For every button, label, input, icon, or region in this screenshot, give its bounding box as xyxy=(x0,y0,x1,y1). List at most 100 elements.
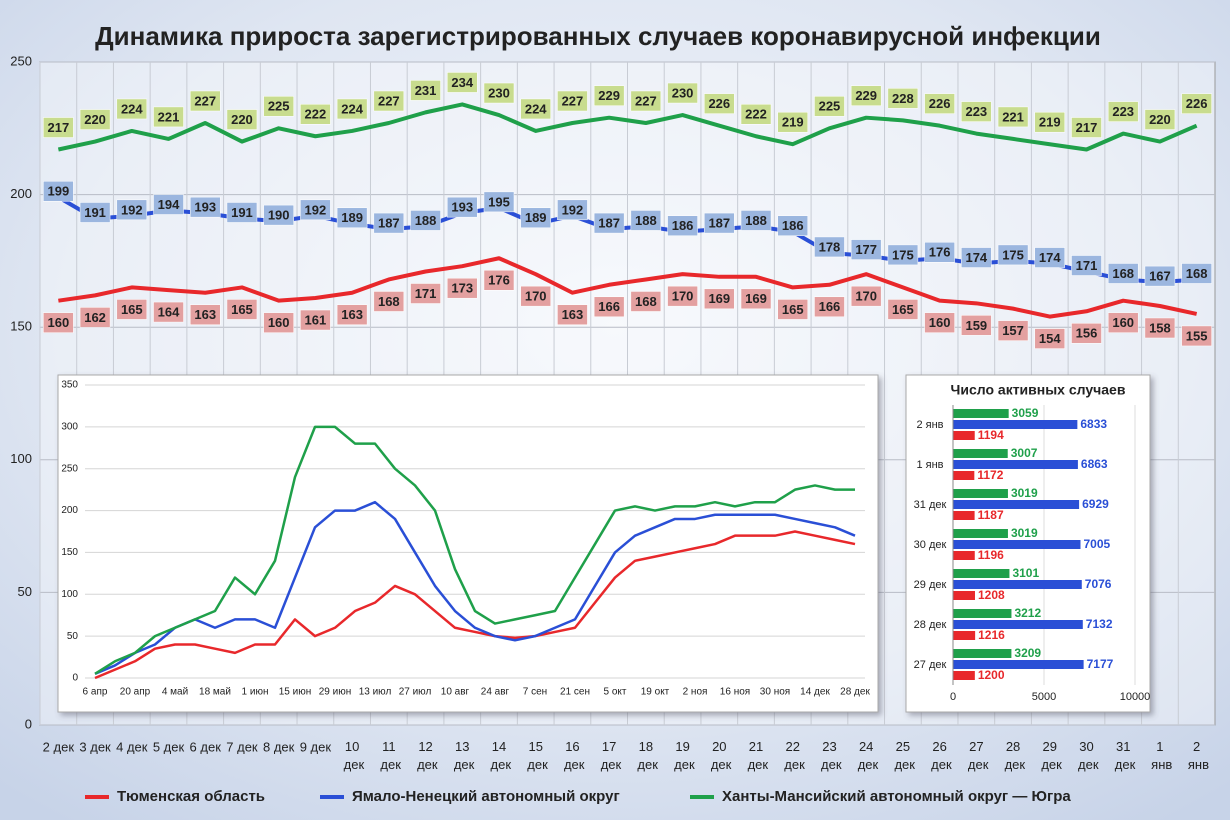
x-tick-label: 28 дек xyxy=(840,687,870,698)
data-label: 165 xyxy=(121,302,143,317)
bar xyxy=(953,460,1078,469)
data-label-bg xyxy=(116,98,148,120)
x-tick-label: 25 дек xyxy=(891,739,915,772)
data-label: 3019 xyxy=(1011,526,1038,540)
data-label: 6863 xyxy=(1081,457,1108,471)
y-tick-label: 29 дек xyxy=(914,579,947,591)
data-label-bg xyxy=(1071,323,1102,344)
data-label: 170 xyxy=(672,289,694,304)
x-tick-label: 30 ноя xyxy=(760,687,790,698)
x-tick-label: 18 май xyxy=(199,687,231,698)
data-label-bg xyxy=(887,244,919,266)
data-label: 227 xyxy=(194,93,216,108)
data-label: 1208 xyxy=(978,588,1005,602)
data-label-bg xyxy=(1107,312,1139,333)
data-label-bg xyxy=(116,299,148,320)
data-label-bg xyxy=(1071,117,1102,138)
data-label-bg xyxy=(924,93,955,114)
data-label-bg xyxy=(557,199,588,221)
data-label-bg xyxy=(814,236,845,258)
data-label-bg xyxy=(997,244,1029,266)
data-label-bg xyxy=(924,312,955,333)
data-label: 176 xyxy=(488,273,510,288)
data-label: 220 xyxy=(231,112,253,127)
data-label-bg xyxy=(263,204,294,226)
x-tick-label: 6 дек xyxy=(190,739,222,754)
data-label: 195 xyxy=(488,194,510,209)
y-tick-label: 200 xyxy=(10,186,32,201)
x-tick-label: 5 дек xyxy=(153,739,185,754)
bar xyxy=(953,569,1010,578)
bar xyxy=(953,409,1009,418)
data-label: 217 xyxy=(48,120,70,135)
data-label-bg xyxy=(447,277,478,299)
y-tick-label: 350 xyxy=(61,380,78,391)
x-tick-label: 10000 xyxy=(1120,691,1151,703)
x-tick-label: 5000 xyxy=(1032,691,1056,703)
data-label-bg xyxy=(740,288,772,310)
x-tick-label: 17 дек xyxy=(597,739,621,772)
data-label-bg xyxy=(1107,263,1139,284)
data-label-bg xyxy=(667,215,698,236)
data-label-bg xyxy=(43,312,74,333)
data-label-bg xyxy=(777,299,808,320)
data-label: 219 xyxy=(1039,115,1061,130)
data-label-bg xyxy=(557,90,588,112)
data-label: 163 xyxy=(562,307,584,322)
data-label: 6929 xyxy=(1082,497,1109,511)
data-label: 1216 xyxy=(978,628,1005,642)
data-label: 157 xyxy=(1002,323,1024,338)
x-tick-label: 2 дек xyxy=(43,739,75,754)
legend-label: Ямало-Ненецкий автономный округ xyxy=(352,788,620,805)
x-tick-label: 11 дек xyxy=(377,739,401,772)
data-label: 160 xyxy=(1112,315,1134,330)
data-label-bg xyxy=(1034,247,1066,268)
data-label-bg xyxy=(226,299,258,320)
data-label: 1194 xyxy=(978,428,1004,442)
data-label: 160 xyxy=(48,315,70,330)
data-label: 189 xyxy=(341,210,363,225)
x-tick-label: 24 дек xyxy=(854,739,878,772)
x-tick-label: 27 июл xyxy=(399,687,432,698)
data-label: 223 xyxy=(1112,104,1134,119)
x-tick-label: 19 окт xyxy=(641,687,670,698)
data-label-bg xyxy=(667,82,698,104)
series-line xyxy=(94,530,856,680)
bar xyxy=(953,649,1012,658)
data-label: 191 xyxy=(84,205,106,220)
data-label: 167 xyxy=(1149,269,1171,284)
data-label-bg xyxy=(704,93,735,114)
x-tick-label: 8 дек xyxy=(263,739,295,754)
data-label: 187 xyxy=(708,216,730,231)
data-label: 227 xyxy=(378,93,400,108)
data-label: 168 xyxy=(1186,266,1208,281)
data-label-bg xyxy=(740,104,772,125)
data-label: 163 xyxy=(341,307,363,322)
data-label: 1200 xyxy=(978,668,1005,682)
data-label-bg xyxy=(593,296,625,318)
x-tick-label: 15 дек xyxy=(524,739,548,772)
data-label-bg xyxy=(300,199,331,221)
data-label-bg xyxy=(667,285,698,307)
data-label: 230 xyxy=(672,85,694,100)
data-label: 226 xyxy=(1186,96,1208,111)
data-label-bg xyxy=(593,212,625,234)
data-label: 229 xyxy=(598,88,620,103)
bar xyxy=(953,511,975,520)
bar xyxy=(953,591,975,600)
data-label: 168 xyxy=(635,294,657,309)
data-label: 169 xyxy=(745,291,767,306)
data-label: 191 xyxy=(231,205,253,220)
x-tick-label: 18 дек xyxy=(634,739,658,772)
data-label-bg xyxy=(961,247,992,268)
data-label-bg xyxy=(1071,255,1102,276)
data-label: 186 xyxy=(782,218,804,233)
x-tick-label: 1 июн xyxy=(242,687,269,698)
data-label-bg xyxy=(1181,263,1212,284)
data-label-bg xyxy=(189,304,221,325)
data-label-bg xyxy=(373,291,405,312)
data-label: 220 xyxy=(1149,112,1171,127)
data-label-bg xyxy=(850,285,882,307)
x-tick-label: 9 дек xyxy=(300,739,332,754)
